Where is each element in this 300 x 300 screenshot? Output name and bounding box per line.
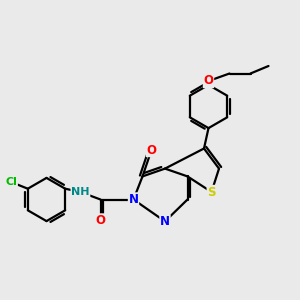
Text: Cl: Cl (5, 177, 17, 187)
Text: NH: NH (71, 187, 90, 197)
Text: O: O (95, 214, 106, 227)
Text: O: O (146, 143, 157, 157)
Text: N: N (128, 193, 139, 206)
Text: S: S (207, 185, 216, 199)
Text: O: O (203, 74, 214, 88)
Text: N: N (160, 215, 170, 228)
